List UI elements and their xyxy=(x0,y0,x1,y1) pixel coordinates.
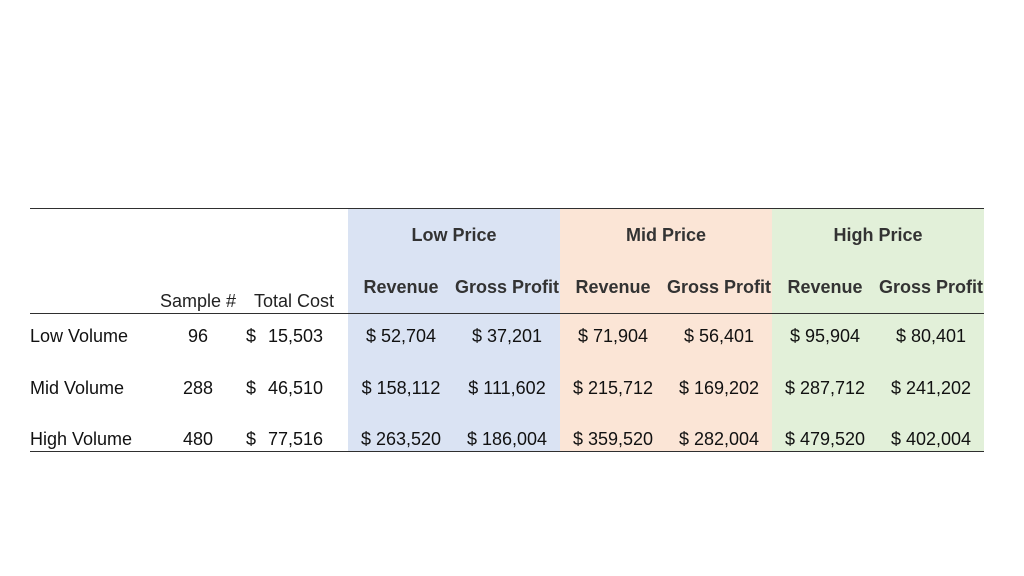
sample-value: 288 xyxy=(182,378,214,398)
cost-number: 46,510 xyxy=(268,378,324,398)
subheader-gross-profit-mid: Gross Profit xyxy=(666,277,772,297)
total-cost-value: $77,516 xyxy=(246,428,342,450)
gross-profit-mid-price-cell: $ 56,401 xyxy=(683,326,755,346)
group-header-low-price: Low Price xyxy=(411,225,497,245)
mid-price-band xyxy=(560,208,772,452)
revenue-low-price-cell: $ 263,520 xyxy=(360,429,442,449)
header-separator-rule xyxy=(30,313,984,314)
group-header-mid-price: Mid Price xyxy=(625,225,707,245)
subheader-revenue-low: Revenue xyxy=(363,277,439,297)
gross-profit-low-price-cell: $ 111,602 xyxy=(468,378,546,398)
gross-profit-low-price-cell: $ 186,004 xyxy=(466,429,548,449)
cost-number: 15,503 xyxy=(268,326,324,346)
revenue-high-price-cell: $ 287,712 xyxy=(784,378,866,398)
currency-symbol: $ xyxy=(246,429,257,449)
currency-symbol: $ xyxy=(246,326,257,346)
gross-profit-low-price-cell: $ 37,201 xyxy=(471,326,543,346)
revenue-mid-price-cell: $ 359,520 xyxy=(572,429,654,449)
total-cost-value: $46,510 xyxy=(246,377,342,399)
currency-symbol: $ xyxy=(246,378,257,398)
table-bottom-rule xyxy=(30,451,984,452)
subheader-revenue-mid: Revenue xyxy=(575,277,651,297)
pricing-table: Low Price Mid Price High Price Sample # … xyxy=(30,208,984,452)
revenue-high-price-cell: $ 479,520 xyxy=(784,429,866,449)
gross-profit-high-price-cell: $ 241,202 xyxy=(890,378,972,398)
low-price-band xyxy=(348,208,560,452)
total-cost-header: Total Cost xyxy=(253,291,335,311)
revenue-high-price-cell: $ 95,904 xyxy=(789,326,861,346)
cost-number: 77,516 xyxy=(268,429,324,449)
total-cost-value: $15,503 xyxy=(246,325,342,347)
revenue-low-price-cell: $ 158,112 xyxy=(361,378,441,398)
sample-header: Sample # xyxy=(159,291,237,311)
revenue-mid-price-cell: $ 71,904 xyxy=(577,326,649,346)
high-price-band xyxy=(772,208,984,452)
gross-profit-high-price-cell: $ 402,004 xyxy=(890,429,972,449)
sample-value: 96 xyxy=(187,326,209,346)
row-label: Mid Volume xyxy=(30,378,125,398)
row-label: High Volume xyxy=(30,429,133,449)
subheader-revenue-high: Revenue xyxy=(787,277,863,297)
revenue-low-price-cell: $ 52,704 xyxy=(365,326,437,346)
gross-profit-mid-price-cell: $ 169,202 xyxy=(678,378,760,398)
gross-profit-high-price-cell: $ 80,401 xyxy=(895,326,967,346)
sample-value: 480 xyxy=(182,429,214,449)
gross-profit-mid-price-cell: $ 282,004 xyxy=(678,429,760,449)
revenue-mid-price-cell: $ 215,712 xyxy=(572,378,654,398)
subheader-gross-profit-high: Gross Profit xyxy=(878,277,984,297)
subheader-gross-profit-low: Gross Profit xyxy=(454,277,560,297)
table-top-rule xyxy=(30,208,984,209)
row-label: Low Volume xyxy=(30,326,129,346)
group-header-high-price: High Price xyxy=(833,225,923,245)
